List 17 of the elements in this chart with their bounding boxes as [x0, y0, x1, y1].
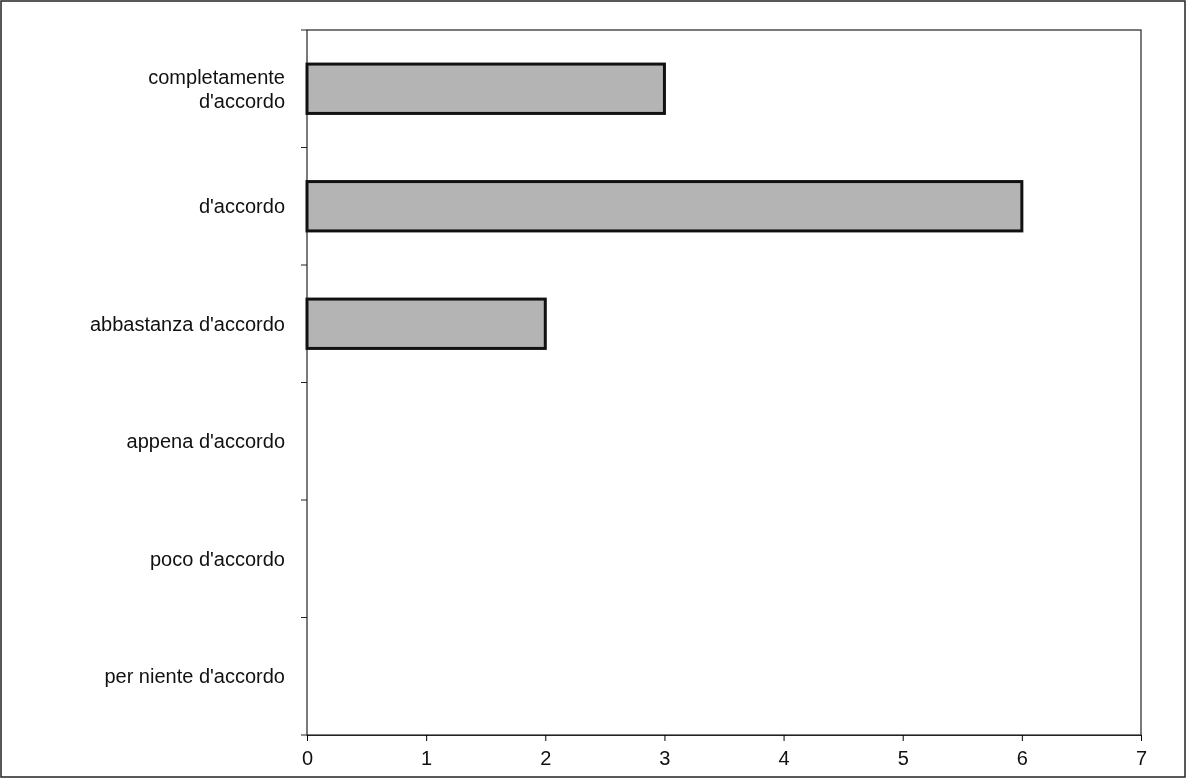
y-tick-label: poco d'accordo	[149, 547, 285, 570]
bar	[305, 62, 666, 115]
x-tick-label: 4	[778, 747, 790, 770]
x-tick-label: 0	[301, 747, 314, 770]
x-tick-label: 7	[1135, 747, 1148, 770]
bar	[305, 297, 547, 350]
x-tick-label: 5	[897, 747, 909, 770]
y-tick-label: per niente d'accordo	[104, 665, 285, 688]
y-tick-label: d'accordo	[198, 195, 285, 218]
x-tick-label: 6	[1016, 747, 1028, 770]
y-tick-label: appena d'accordo	[126, 430, 285, 453]
x-tick-label: 2	[540, 747, 552, 770]
y-tick-label: completamente d'accordo	[148, 65, 285, 112]
x-tick-label: 1	[421, 747, 433, 770]
bar	[305, 180, 1024, 233]
x-tick-label: 3	[659, 747, 671, 770]
y-tick-label: abbastanza d'accordo	[89, 312, 285, 335]
